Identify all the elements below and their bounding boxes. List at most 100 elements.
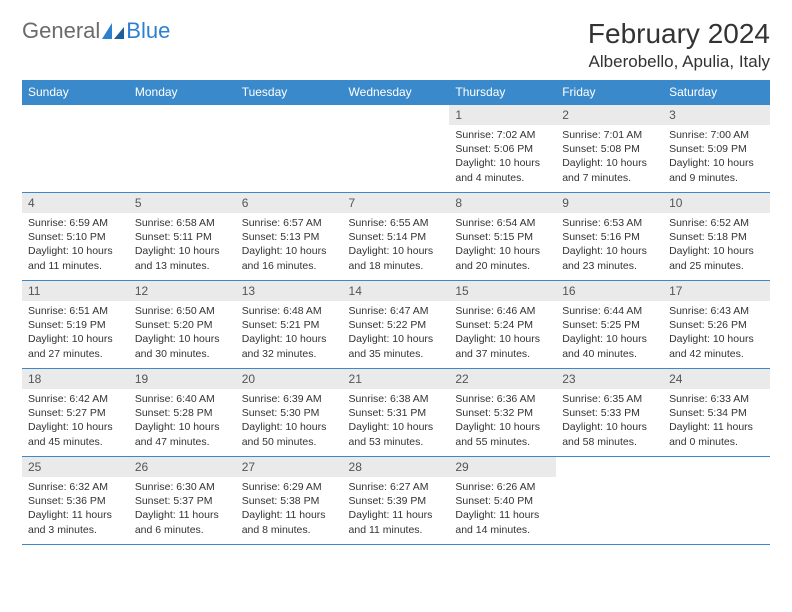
day-info: Sunrise: 6:53 AMSunset: 5:16 PMDaylight:…	[556, 213, 663, 278]
weekday-header: Saturday	[663, 80, 770, 105]
day-number: 13	[236, 281, 343, 301]
location: Alberobello, Apulia, Italy	[588, 52, 770, 72]
calendar-empty-cell	[236, 105, 343, 193]
calendar-body: 1Sunrise: 7:02 AMSunset: 5:06 PMDaylight…	[22, 105, 770, 545]
day-info: Sunrise: 6:32 AMSunset: 5:36 PMDaylight:…	[22, 477, 129, 542]
day-number: 26	[129, 457, 236, 477]
day-info: Sunrise: 6:40 AMSunset: 5:28 PMDaylight:…	[129, 389, 236, 454]
calendar-day-cell: 23Sunrise: 6:35 AMSunset: 5:33 PMDayligh…	[556, 369, 663, 457]
calendar-day-cell: 29Sunrise: 6:26 AMSunset: 5:40 PMDayligh…	[449, 457, 556, 545]
day-info: Sunrise: 6:57 AMSunset: 5:13 PMDaylight:…	[236, 213, 343, 278]
day-number: 7	[343, 193, 450, 213]
day-number: 10	[663, 193, 770, 213]
month-title: February 2024	[588, 18, 770, 50]
day-number: 6	[236, 193, 343, 213]
day-number: 11	[22, 281, 129, 301]
day-number: 27	[236, 457, 343, 477]
day-number: 9	[556, 193, 663, 213]
day-info: Sunrise: 6:44 AMSunset: 5:25 PMDaylight:…	[556, 301, 663, 366]
day-info: Sunrise: 7:02 AMSunset: 5:06 PMDaylight:…	[449, 125, 556, 190]
calendar-day-cell: 5Sunrise: 6:58 AMSunset: 5:11 PMDaylight…	[129, 193, 236, 281]
calendar-empty-cell	[343, 105, 450, 193]
calendar-row: 18Sunrise: 6:42 AMSunset: 5:27 PMDayligh…	[22, 369, 770, 457]
calendar-day-cell: 4Sunrise: 6:59 AMSunset: 5:10 PMDaylight…	[22, 193, 129, 281]
weekday-header: Monday	[129, 80, 236, 105]
calendar-day-cell: 8Sunrise: 6:54 AMSunset: 5:15 PMDaylight…	[449, 193, 556, 281]
day-number: 15	[449, 281, 556, 301]
calendar-day-cell: 21Sunrise: 6:38 AMSunset: 5:31 PMDayligh…	[343, 369, 450, 457]
day-info: Sunrise: 6:29 AMSunset: 5:38 PMDaylight:…	[236, 477, 343, 542]
day-number: 12	[129, 281, 236, 301]
calendar-day-cell: 18Sunrise: 6:42 AMSunset: 5:27 PMDayligh…	[22, 369, 129, 457]
calendar-row: 4Sunrise: 6:59 AMSunset: 5:10 PMDaylight…	[22, 193, 770, 281]
calendar-day-cell: 6Sunrise: 6:57 AMSunset: 5:13 PMDaylight…	[236, 193, 343, 281]
calendar-empty-cell	[556, 457, 663, 545]
calendar-day-cell: 11Sunrise: 6:51 AMSunset: 5:19 PMDayligh…	[22, 281, 129, 369]
day-number: 20	[236, 369, 343, 389]
day-info: Sunrise: 6:54 AMSunset: 5:15 PMDaylight:…	[449, 213, 556, 278]
day-info: Sunrise: 6:36 AMSunset: 5:32 PMDaylight:…	[449, 389, 556, 454]
calendar-day-cell: 2Sunrise: 7:01 AMSunset: 5:08 PMDaylight…	[556, 105, 663, 193]
day-info: Sunrise: 6:48 AMSunset: 5:21 PMDaylight:…	[236, 301, 343, 366]
calendar-day-cell: 17Sunrise: 6:43 AMSunset: 5:26 PMDayligh…	[663, 281, 770, 369]
calendar-day-cell: 15Sunrise: 6:46 AMSunset: 5:24 PMDayligh…	[449, 281, 556, 369]
logo-blue: Blue	[126, 18, 170, 44]
day-number: 1	[449, 105, 556, 125]
calendar-day-cell: 26Sunrise: 6:30 AMSunset: 5:37 PMDayligh…	[129, 457, 236, 545]
calendar-empty-cell	[129, 105, 236, 193]
day-number: 29	[449, 457, 556, 477]
day-info: Sunrise: 6:43 AMSunset: 5:26 PMDaylight:…	[663, 301, 770, 366]
day-number: 25	[22, 457, 129, 477]
weekday-header: Thursday	[449, 80, 556, 105]
calendar-table: SundayMondayTuesdayWednesdayThursdayFrid…	[22, 80, 770, 545]
calendar-day-cell: 14Sunrise: 6:47 AMSunset: 5:22 PMDayligh…	[343, 281, 450, 369]
calendar-row: 25Sunrise: 6:32 AMSunset: 5:36 PMDayligh…	[22, 457, 770, 545]
day-info: Sunrise: 7:00 AMSunset: 5:09 PMDaylight:…	[663, 125, 770, 190]
day-number: 28	[343, 457, 450, 477]
day-number: 16	[556, 281, 663, 301]
logo: General Blue	[22, 18, 170, 44]
day-info: Sunrise: 6:39 AMSunset: 5:30 PMDaylight:…	[236, 389, 343, 454]
calendar-day-cell: 3Sunrise: 7:00 AMSunset: 5:09 PMDaylight…	[663, 105, 770, 193]
calendar-empty-cell	[22, 105, 129, 193]
day-info: Sunrise: 6:55 AMSunset: 5:14 PMDaylight:…	[343, 213, 450, 278]
day-info: Sunrise: 6:35 AMSunset: 5:33 PMDaylight:…	[556, 389, 663, 454]
calendar-day-cell: 7Sunrise: 6:55 AMSunset: 5:14 PMDaylight…	[343, 193, 450, 281]
day-info: Sunrise: 6:30 AMSunset: 5:37 PMDaylight:…	[129, 477, 236, 542]
calendar-row: 11Sunrise: 6:51 AMSunset: 5:19 PMDayligh…	[22, 281, 770, 369]
day-number: 23	[556, 369, 663, 389]
day-number: 21	[343, 369, 450, 389]
calendar-day-cell: 25Sunrise: 6:32 AMSunset: 5:36 PMDayligh…	[22, 457, 129, 545]
calendar-day-cell: 12Sunrise: 6:50 AMSunset: 5:20 PMDayligh…	[129, 281, 236, 369]
weekday-header: Friday	[556, 80, 663, 105]
calendar-day-cell: 9Sunrise: 6:53 AMSunset: 5:16 PMDaylight…	[556, 193, 663, 281]
calendar-page: General Blue February 2024 Alberobello, …	[0, 0, 792, 563]
weekday-header: Wednesday	[343, 80, 450, 105]
logo-sail-icon	[102, 23, 124, 39]
day-info: Sunrise: 6:26 AMSunset: 5:40 PMDaylight:…	[449, 477, 556, 542]
day-number: 24	[663, 369, 770, 389]
day-info: Sunrise: 6:51 AMSunset: 5:19 PMDaylight:…	[22, 301, 129, 366]
title-block: February 2024 Alberobello, Apulia, Italy	[588, 18, 770, 72]
day-info: Sunrise: 6:47 AMSunset: 5:22 PMDaylight:…	[343, 301, 450, 366]
calendar-day-cell: 22Sunrise: 6:36 AMSunset: 5:32 PMDayligh…	[449, 369, 556, 457]
day-info: Sunrise: 6:50 AMSunset: 5:20 PMDaylight:…	[129, 301, 236, 366]
header: General Blue February 2024 Alberobello, …	[22, 18, 770, 72]
day-info: Sunrise: 6:42 AMSunset: 5:27 PMDaylight:…	[22, 389, 129, 454]
day-number: 14	[343, 281, 450, 301]
calendar-day-cell: 28Sunrise: 6:27 AMSunset: 5:39 PMDayligh…	[343, 457, 450, 545]
day-number: 19	[129, 369, 236, 389]
day-number: 3	[663, 105, 770, 125]
calendar-day-cell: 24Sunrise: 6:33 AMSunset: 5:34 PMDayligh…	[663, 369, 770, 457]
day-info: Sunrise: 6:59 AMSunset: 5:10 PMDaylight:…	[22, 213, 129, 278]
calendar-day-cell: 20Sunrise: 6:39 AMSunset: 5:30 PMDayligh…	[236, 369, 343, 457]
calendar-row: 1Sunrise: 7:02 AMSunset: 5:06 PMDaylight…	[22, 105, 770, 193]
day-info: Sunrise: 6:27 AMSunset: 5:39 PMDaylight:…	[343, 477, 450, 542]
calendar-day-cell: 19Sunrise: 6:40 AMSunset: 5:28 PMDayligh…	[129, 369, 236, 457]
calendar-day-cell: 1Sunrise: 7:02 AMSunset: 5:06 PMDaylight…	[449, 105, 556, 193]
calendar-empty-cell	[663, 457, 770, 545]
day-number: 4	[22, 193, 129, 213]
day-number: 18	[22, 369, 129, 389]
day-number: 8	[449, 193, 556, 213]
day-number: 2	[556, 105, 663, 125]
